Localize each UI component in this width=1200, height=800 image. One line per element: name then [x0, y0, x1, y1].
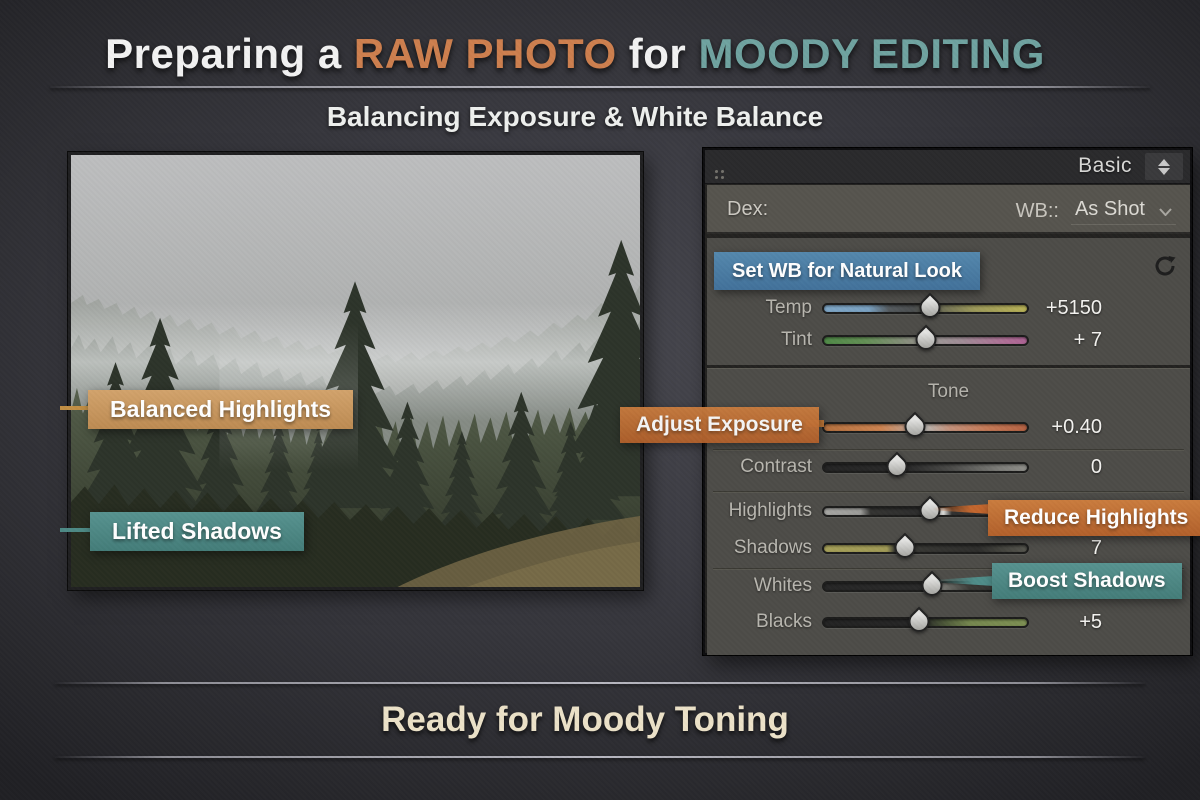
shadows-slider[interactable] — [822, 532, 1029, 563]
wb-label: WB:: — [1015, 200, 1059, 222]
basic-panel-header: Basic — [705, 150, 1190, 184]
highlights-slider-row: Highlights — [707, 495, 1190, 528]
boost-shadows-connector — [936, 576, 994, 586]
blacks-slider-handle[interactable] — [904, 606, 935, 637]
wb-callout: Set WB for Natural Look — [714, 252, 981, 290]
contrast-slider-row: Contrast 0 — [707, 451, 1190, 484]
collapse-up-icon — [1158, 158, 1170, 166]
tint-value[interactable]: + 7 — [1073, 329, 1102, 351]
lifted-shadows-label: Lifted Shadows — [112, 518, 282, 544]
treatment-label: Dex: — [727, 198, 769, 220]
tint-slider-row: Tint + 7 — [707, 324, 1190, 357]
wb-callout-label: Set WB for Natural Look — [732, 259, 963, 282]
tone-section-title: Tone — [927, 381, 970, 402]
contrast-slider[interactable] — [822, 451, 1029, 482]
blacks-value[interactable]: +5 — [1079, 611, 1102, 633]
boost-shadows-label: Boost Shadows — [1008, 569, 1166, 592]
whites-slider-handle[interactable] — [916, 570, 947, 601]
title-part-1: Preparing a — [105, 30, 354, 77]
temp-slider[interactable] — [822, 292, 1029, 323]
contrast-label: Contrast — [740, 456, 812, 477]
balanced-highlights-callout: Balanced Highlights — [88, 390, 354, 429]
page-title: Preparing a RAW PHOTO for MOODY EDITING — [0, 30, 1150, 78]
blacks-slider[interactable] — [822, 606, 1029, 637]
reduce-highlights-label: Reduce Highlights — [1004, 506, 1189, 529]
highlights-label: Highlights — [728, 500, 812, 521]
wb-section: Set WB for Natural Look Temp +5150 Tint … — [707, 238, 1190, 365]
wb-dropdown-value: As Shot — [1074, 198, 1145, 220]
exposure-slider[interactable] — [822, 411, 1029, 442]
lifted-shadows-connector — [60, 528, 91, 532]
shadows-slider-handle[interactable] — [890, 532, 921, 563]
contrast-slider-handle[interactable] — [882, 451, 912, 482]
footer-text: Ready for Moody Toning — [381, 700, 789, 739]
title-part-raw-photo: RAW PHOTO — [353, 30, 617, 77]
basic-panel: Basic Dex: WB:: As Shot Set WB for — [703, 148, 1192, 655]
tint-slider-handle[interactable] — [910, 324, 941, 355]
exposure-slider-row: +0.40 — [707, 411, 1190, 444]
shadows-value[interactable]: 7 — [1090, 537, 1102, 559]
adjust-exposure-label: Adjust Exposure — [636, 413, 803, 436]
panel-grip-icon — [715, 170, 718, 173]
temp-slider-handle[interactable] — [914, 292, 945, 323]
adjust-exposure-callout: Adjust Exposure — [620, 407, 819, 443]
balanced-highlights-connector — [60, 406, 89, 410]
reduce-highlights-connector — [933, 504, 991, 514]
lifted-shadows-callout: Lifted Shadows — [90, 512, 304, 551]
chevron-down-icon — [1159, 207, 1172, 216]
footer-divider-top — [55, 682, 1145, 684]
panel-collapse-button[interactable] — [1145, 153, 1183, 180]
wb-dropdown[interactable]: As Shot — [1070, 198, 1176, 225]
basic-panel-title: Basic — [1078, 154, 1132, 177]
whites-label: Whites — [753, 575, 812, 596]
shadows-slider-row: Shadows 7 — [707, 532, 1190, 565]
treatment-row: Dex: WB:: As Shot — [707, 185, 1190, 234]
temp-label: Temp — [765, 297, 812, 318]
temp-slider-row: Temp +5150 — [707, 292, 1190, 325]
page-subtitle: Balancing Exposure & White Balance — [326, 101, 824, 132]
exposure-value[interactable]: +0.40 — [1051, 416, 1102, 438]
tint-slider[interactable] — [822, 324, 1029, 355]
boost-shadows-callout: Boost Shadows — [992, 563, 1182, 599]
exposure-slider-handle[interactable] — [900, 411, 931, 442]
footer-divider-bottom — [55, 756, 1145, 758]
reset-wb-icon[interactable] — [1152, 253, 1178, 279]
reduce-highlights-callout: Reduce Highlights — [988, 500, 1200, 536]
header-divider — [50, 86, 1150, 88]
balanced-highlights-label: Balanced Highlights — [110, 396, 332, 422]
shadows-label: Shadows — [733, 537, 812, 558]
blacks-slider-row: Blacks +5 — [707, 606, 1190, 639]
blacks-label: Blacks — [756, 611, 812, 632]
title-part-3: for — [616, 30, 699, 77]
contrast-value[interactable]: 0 — [1090, 456, 1102, 478]
tint-label: Tint — [781, 329, 812, 350]
title-part-moody-editing: MOODY EDITING — [698, 30, 1045, 77]
temp-value[interactable]: +5150 — [1045, 297, 1102, 319]
collapse-down-icon — [1158, 167, 1170, 175]
